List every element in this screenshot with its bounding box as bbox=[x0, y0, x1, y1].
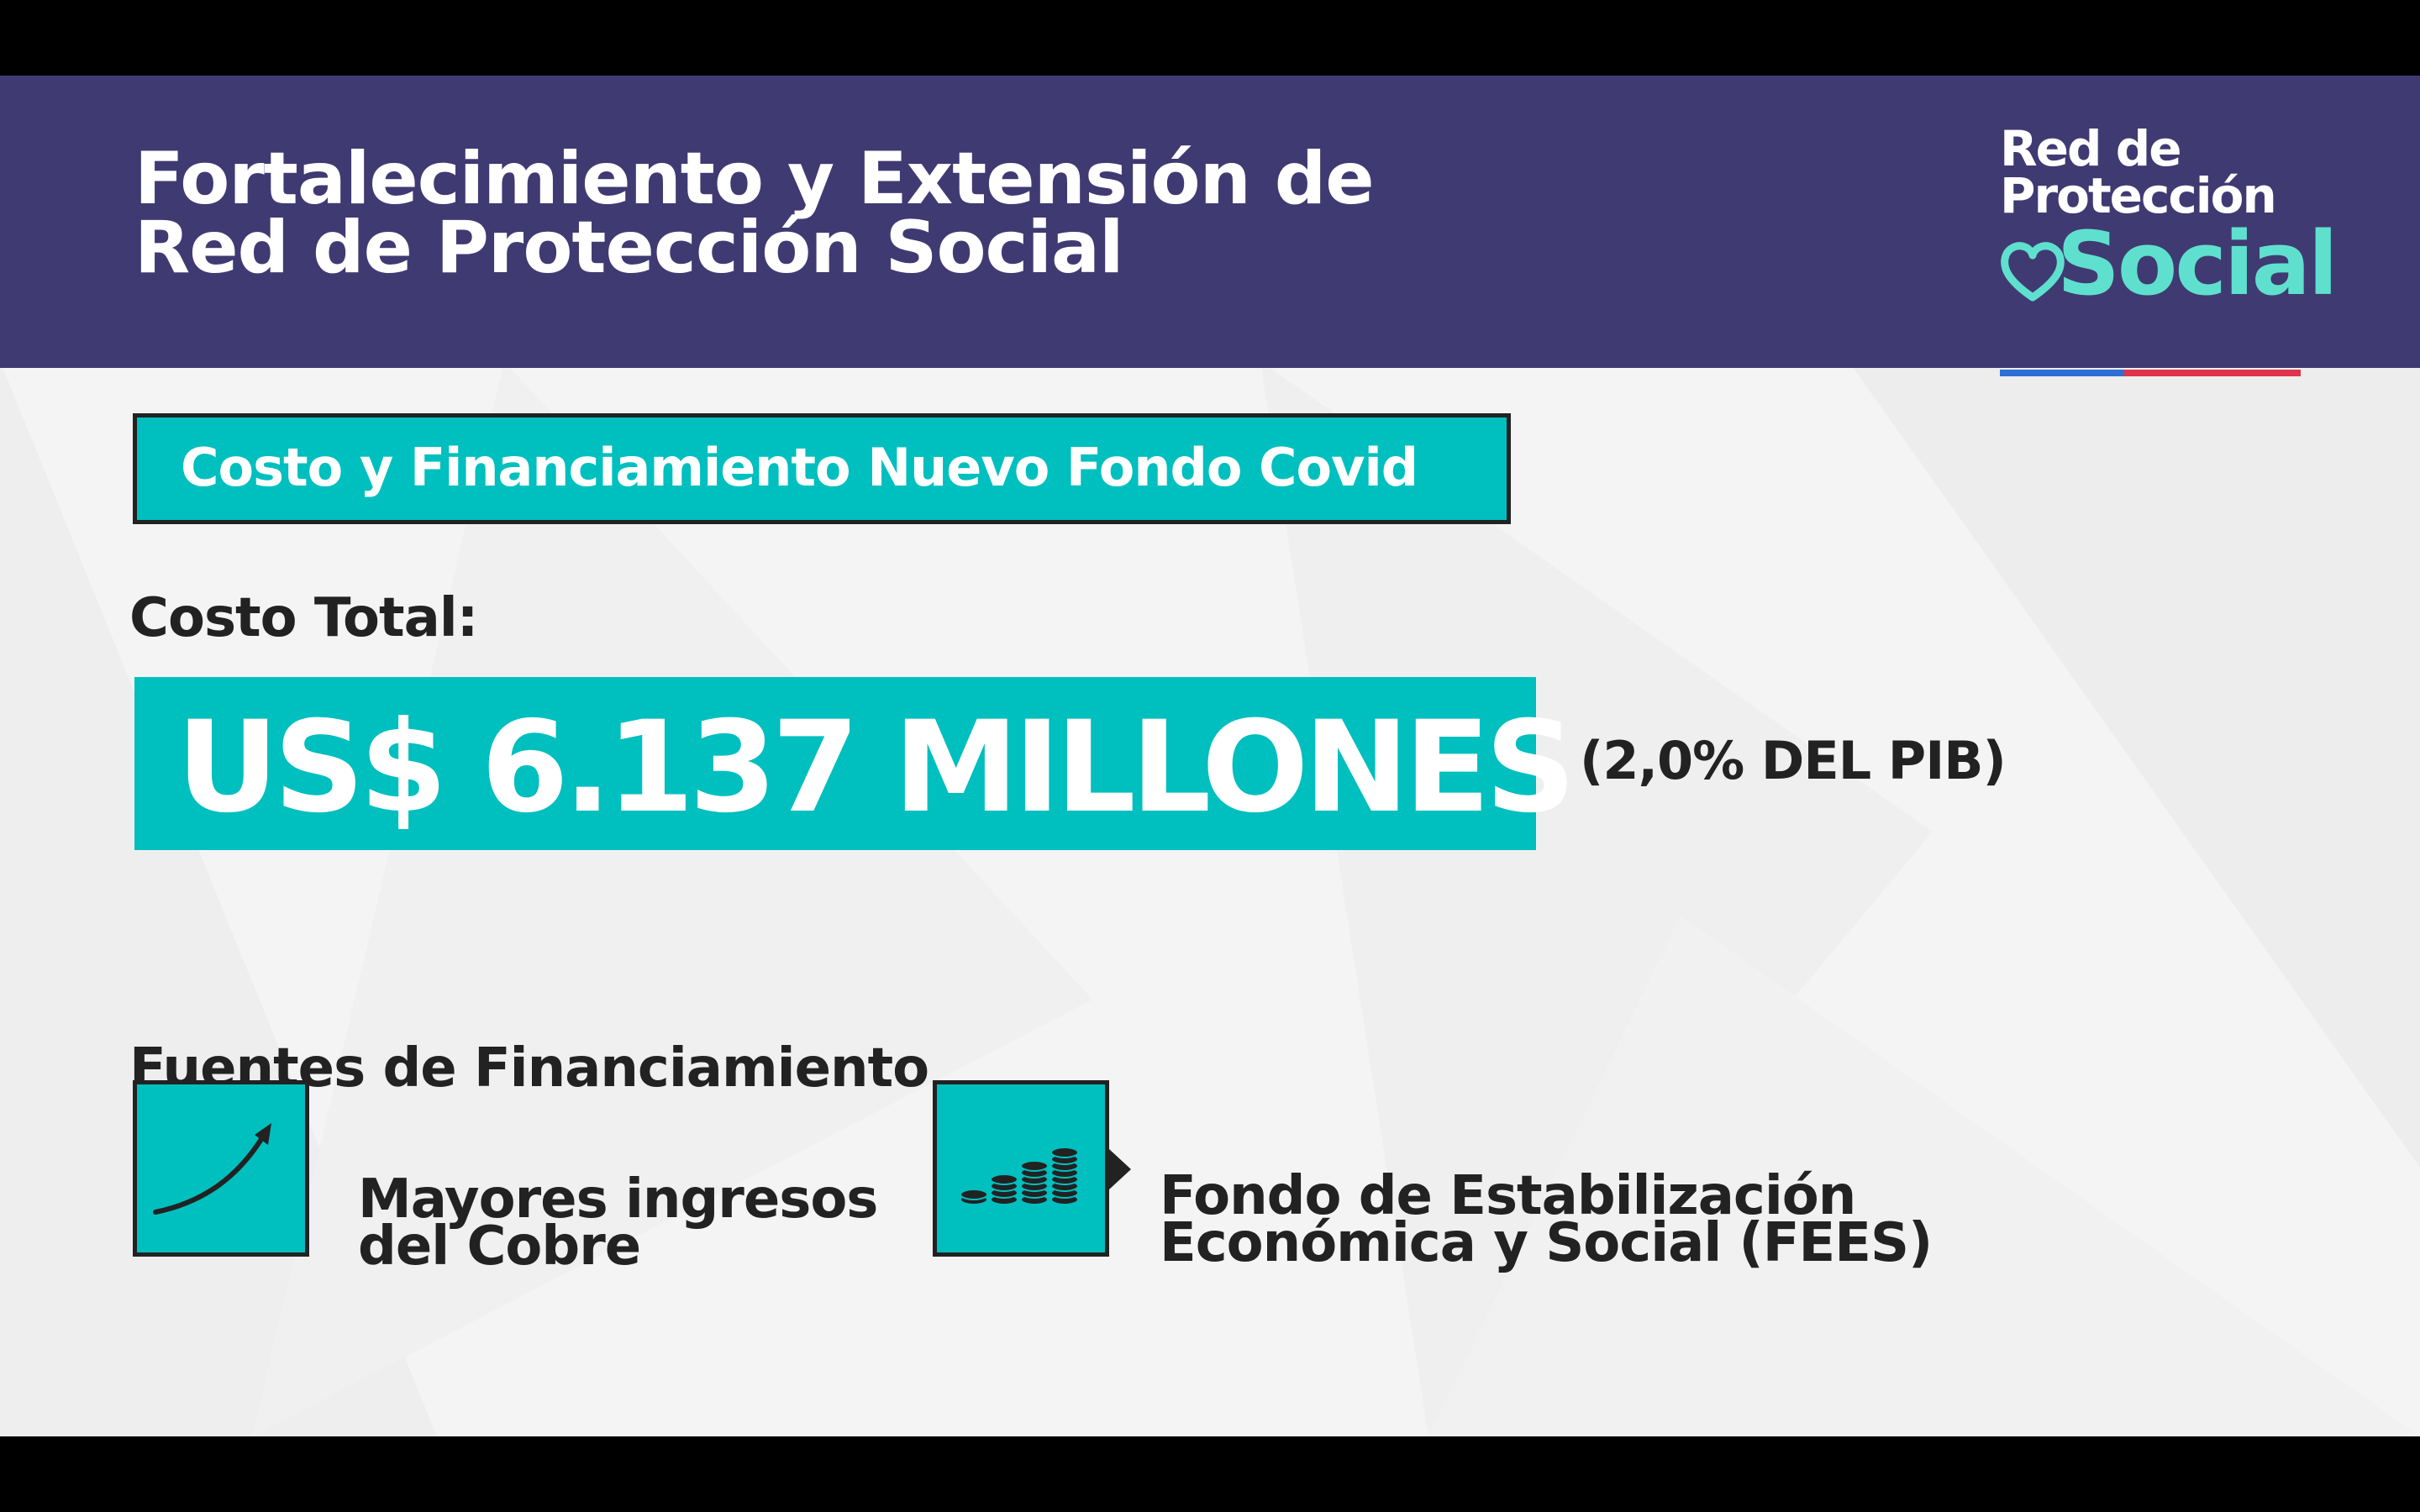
logo-line-3: Social bbox=[2057, 213, 2338, 315]
source-icon-box-2 bbox=[933, 1080, 1109, 1257]
section-subtitle-box: Costo y Financiamiento Nuevo Fondo Covid bbox=[133, 413, 1511, 524]
heart-icon bbox=[2001, 242, 2065, 302]
cost-amount: US$ 6.137 MILLONES bbox=[176, 695, 1576, 841]
coin-stacks-icon bbox=[960, 1147, 1079, 1205]
background-decoration bbox=[0, 361, 2420, 1436]
source-copper-line-1: Mayores ingresos bbox=[358, 1168, 878, 1231]
logo-line-1: Red de bbox=[2000, 120, 2182, 177]
source-copper: Mayores ingresos del Cobre bbox=[358, 1168, 878, 1278]
cost-pib-share: (2,0% DEL PIB) bbox=[1580, 730, 2007, 791]
source-fees: Fondo de Estabilización Económica y Soci… bbox=[1160, 1165, 1933, 1274]
logo-underline-red bbox=[2124, 370, 2301, 376]
page-title: Fortalecimiento y Extensión de Red de Pr… bbox=[134, 137, 1563, 290]
page-title-line-2: Red de Protección Social bbox=[134, 206, 1124, 290]
source-fees-line-2: Económica y Social (FEES) bbox=[1160, 1212, 1933, 1274]
section-subtitle: Costo y Financiamiento Nuevo Fondo Covid bbox=[181, 437, 1418, 498]
logo-line-2: Protección bbox=[2000, 167, 2277, 224]
logo-underline-blue bbox=[2000, 370, 2124, 376]
page-title-line-1: Fortalecimiento y Extensión de bbox=[134, 137, 1375, 221]
header-banner: Fortalecimiento y Extensión de Red de Pr… bbox=[0, 76, 2420, 376]
source-icon-box-1 bbox=[133, 1080, 309, 1257]
red-proteccion-social-logo: Red de Protección Social bbox=[1998, 120, 2338, 376]
slide: Fortalecimiento y Extensión de Red de Pr… bbox=[0, 76, 2420, 1436]
growth-arrow-icon bbox=[153, 1123, 271, 1215]
cost-label: Costo Total: bbox=[129, 587, 478, 649]
source-copper-line-2: del Cobre bbox=[358, 1215, 641, 1278]
source-fees-line-1: Fondo de Estabilización bbox=[1160, 1165, 1856, 1227]
pointer-arrow-icon bbox=[1109, 1149, 1131, 1189]
cost-amount-box: US$ 6.137 MILLONES bbox=[134, 677, 1576, 850]
